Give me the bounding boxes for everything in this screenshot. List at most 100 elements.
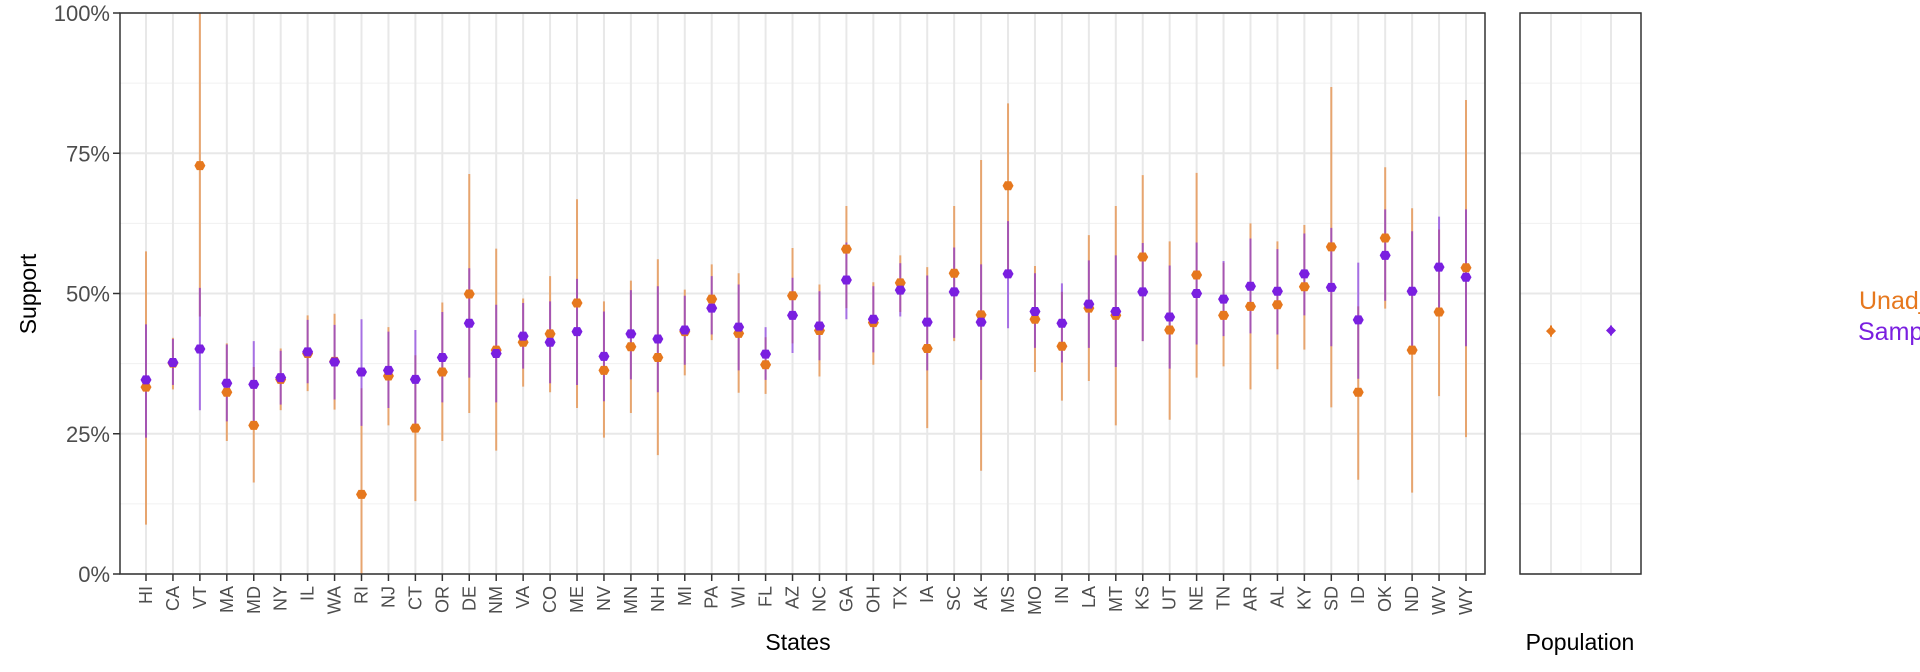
x-tick-label: MT: [1106, 586, 1126, 612]
data-point: [921, 343, 933, 353]
population-panel: [1519, 12, 1642, 575]
data-point: [194, 161, 206, 171]
x-tick-label: AZ: [783, 586, 803, 609]
data-point: [1002, 181, 1014, 191]
data-point: [679, 325, 691, 335]
x-tick-label: PA: [702, 586, 722, 609]
data-point: [409, 423, 421, 433]
x-tick-label: TX: [890, 586, 910, 609]
data-point: [733, 322, 745, 332]
data-point: [1002, 269, 1014, 279]
x-tick-label: AR: [1240, 586, 1260, 611]
x-tick-label: WV: [1429, 586, 1449, 615]
y-tick-label: 25%: [66, 422, 110, 447]
data-point: [490, 349, 502, 359]
data-point: [1029, 314, 1041, 324]
data-point: [867, 314, 879, 324]
data-point: [140, 375, 152, 385]
x-tick-label: CA: [163, 586, 183, 611]
data-point: [598, 351, 610, 361]
data-point: [517, 331, 529, 341]
x-tick-label: NH: [648, 586, 668, 612]
data-point: [1271, 300, 1283, 310]
data-point: [1056, 318, 1068, 328]
main-panel: 0% 25% 50% 75% 100% HI CA VT MA MD NY IL WA RI NJ CT OR D…: [54, 1, 1486, 615]
data-point: [706, 294, 718, 304]
data-point: [975, 317, 987, 327]
data-point: [248, 420, 260, 430]
x-tick-label: RI: [352, 586, 372, 604]
data-point: [1406, 345, 1418, 355]
x-tick-label: CT: [405, 586, 425, 610]
data-point: [1352, 315, 1364, 325]
data-point: [652, 352, 664, 362]
data-point: [571, 327, 583, 337]
x-tick-label: WI: [729, 586, 749, 608]
x-tick-label: NY: [271, 586, 291, 611]
data-point: [1244, 301, 1256, 311]
data-point: [571, 298, 583, 308]
data-point: [1164, 325, 1176, 335]
data-point: [1379, 233, 1391, 243]
y-tick-label: 0%: [78, 562, 110, 587]
x-tick-label: NM: [486, 586, 506, 614]
x-tick-label: UT: [1160, 586, 1180, 610]
x-tick-label: LA: [1079, 586, 1099, 608]
data-point: [1433, 262, 1445, 272]
data-point: [1083, 299, 1095, 309]
data-point: [625, 329, 637, 339]
data-point: [1460, 272, 1472, 282]
data-point: [1606, 325, 1616, 336]
data-point: [760, 349, 772, 359]
data-point: [787, 310, 799, 320]
data-point: [1379, 250, 1391, 260]
data-point: [1029, 306, 1041, 316]
data-point: [1325, 242, 1337, 252]
data-point: [1406, 286, 1418, 296]
data-point: [706, 303, 718, 313]
data-point: [1271, 286, 1283, 296]
x-tick-label: SD: [1321, 586, 1341, 611]
data-point: [625, 342, 637, 352]
data-point: [760, 360, 772, 370]
data-point: [1191, 270, 1203, 280]
data-point: [167, 358, 179, 368]
data-point: [140, 382, 152, 392]
x-tick-label: IL: [298, 586, 318, 601]
data-point: [436, 367, 448, 377]
data-point: [894, 285, 906, 295]
data-point: [1164, 312, 1176, 322]
x-tick-label: ME: [567, 586, 587, 613]
x-tick-label: NC: [809, 586, 829, 612]
data-point: [194, 344, 206, 354]
data-point: [921, 317, 933, 327]
data-point: [1218, 294, 1230, 304]
data-point: [221, 387, 233, 397]
x-tick-label: MS: [998, 586, 1018, 613]
x-tick-label: KS: [1133, 586, 1153, 610]
data-point: [840, 275, 852, 285]
data-point: [544, 337, 556, 347]
data-point: [302, 347, 314, 357]
x-tick-label: WA: [325, 586, 345, 614]
data-point: [544, 329, 556, 339]
panel-border: [119, 12, 1486, 575]
data-point: [1191, 289, 1203, 298]
x-tick-label: HI: [136, 586, 156, 604]
x-tick-label: AL: [1267, 586, 1287, 608]
data-point: [1137, 252, 1149, 262]
data-point: [221, 378, 233, 388]
panel-border: [1519, 12, 1642, 575]
data-point: [1433, 307, 1445, 317]
x-tick-label: MD: [244, 586, 264, 614]
data-point: [1460, 263, 1472, 273]
y-tick-label: 100%: [54, 1, 110, 26]
y-tick-label: 50%: [66, 282, 110, 307]
data-point: [409, 374, 421, 384]
legend-sample-with-mrp: Sample with MRP: [1858, 318, 1920, 346]
legend-unadjusted-sample: Unadjusted Sample: [1859, 287, 1920, 315]
x-tick-label: AK: [971, 586, 991, 610]
data-point: [356, 367, 368, 377]
data-point: [1325, 282, 1337, 292]
